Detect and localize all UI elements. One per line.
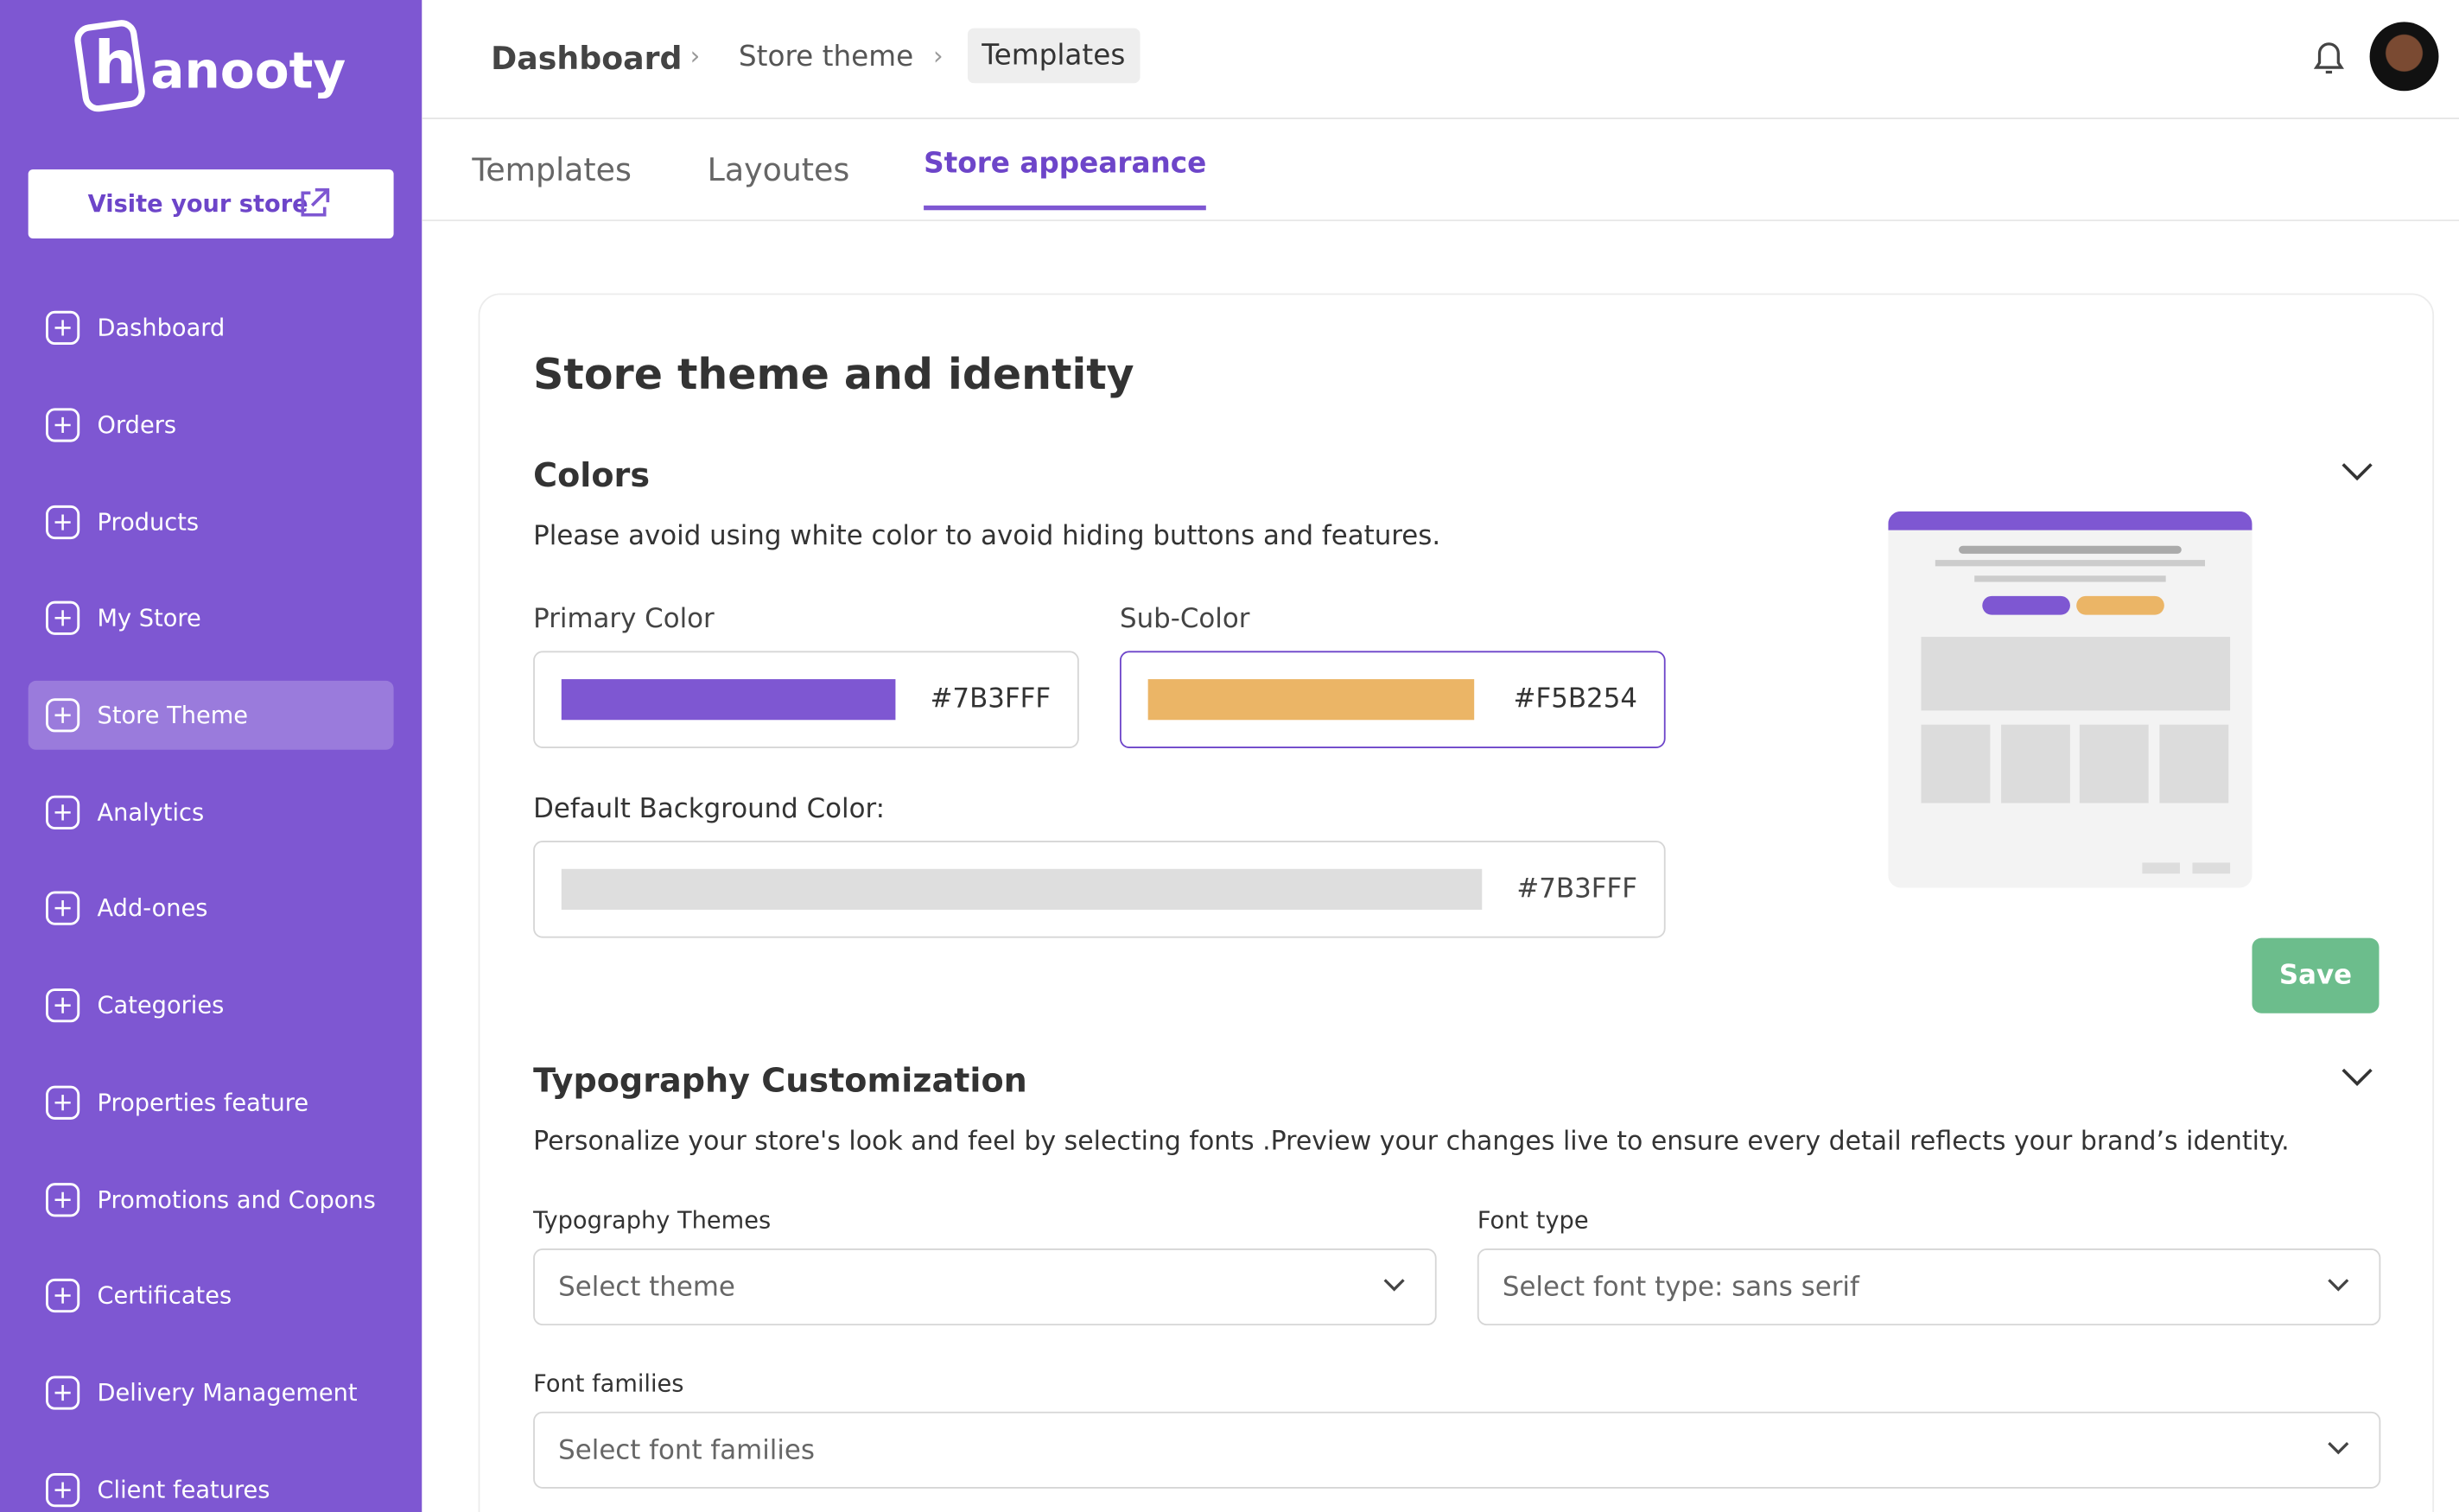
- nav-label: Categories: [97, 991, 225, 1020]
- nav-icon: [46, 795, 80, 829]
- section-description: Personalize your store's look and feel b…: [533, 1126, 2290, 1156]
- section-title: Typography Customization: [533, 1062, 1027, 1100]
- tab[interactable]: Templates: [472, 150, 632, 188]
- color-input[interactable]: #7B3FFF: [533, 651, 1079, 748]
- chevron: [2328, 1442, 2349, 1455]
- collapse-icon[interactable]: [2338, 456, 2376, 485]
- nav-item[interactable]: Products: [29, 487, 394, 556]
- color-swatch: [561, 868, 1483, 910]
- field-label: Sub-Color: [1119, 603, 1250, 636]
- nav-icon: [46, 505, 80, 539]
- color-value: #F5B254: [1513, 683, 1637, 715]
- nav-item[interactable]: Delivery Management: [29, 1358, 394, 1427]
- breadcrumb-current: Templates: [967, 28, 1140, 84]
- section-title: Colors: [533, 456, 651, 494]
- nav-label: Client features: [97, 1475, 270, 1504]
- breadcrumb-separator: ›: [689, 41, 701, 71]
- nav-icon: [46, 408, 80, 442]
- breadcrumb-item[interactable]: Dashboard: [491, 39, 683, 77]
- nav-label: Dashboard: [97, 314, 226, 343]
- tab[interactable]: Layoutes: [707, 150, 850, 188]
- chevron: [1383, 1279, 1405, 1292]
- nav-item[interactable]: Analytics: [29, 778, 394, 847]
- nav-label: Certificates: [97, 1281, 232, 1311]
- nav-item[interactable]: Store Theme: [28, 680, 394, 750]
- color-input[interactable]: #7B3FFF: [533, 841, 1666, 938]
- select[interactable]: Select theme: [533, 1248, 1437, 1326]
- nav-item[interactable]: Dashboard: [29, 294, 394, 363]
- nav-item[interactable]: Categories: [29, 971, 394, 1040]
- nav-icon: [46, 988, 80, 1023]
- nav-icon: [46, 892, 80, 926]
- card-title: Store theme and identity: [533, 351, 1134, 400]
- breadcrumb-separator: ›: [932, 41, 944, 71]
- select[interactable]: Select font type: sans serif: [1477, 1248, 2381, 1326]
- section-note: Please avoid using white color to avoid …: [533, 520, 1441, 553]
- select-placeholder: Select font families: [558, 1435, 816, 1467]
- logo-mark: h: [93, 28, 137, 98]
- nav-item[interactable]: Orders: [29, 391, 394, 460]
- visit-store-label: Visite your store: [87, 189, 308, 219]
- nav-icon: [46, 1279, 80, 1313]
- chevron: [2328, 1279, 2349, 1292]
- nav-item[interactable]: Properties feature: [29, 1068, 394, 1137]
- save-label: Save: [2278, 960, 2353, 992]
- tab[interactable]: Store appearance: [924, 148, 1207, 211]
- breadcrumb-item[interactable]: Store theme: [738, 41, 914, 74]
- card: Store theme and identity Colors Please a…: [478, 293, 2435, 1512]
- logo-text: anooty: [150, 41, 346, 101]
- theme-preview: [1888, 511, 2252, 888]
- nav-label: Store Theme: [97, 701, 249, 730]
- color-swatch: [1147, 679, 1475, 721]
- nav-label: Products: [97, 507, 200, 537]
- field-label: Default Background Color:: [533, 793, 885, 825]
- nav-item[interactable]: Client features: [29, 1455, 394, 1512]
- topbar: Dashboard › Store theme › Templates: [422, 0, 2459, 119]
- select-placeholder: Select theme: [558, 1272, 735, 1304]
- nav-label: Delivery Management: [97, 1378, 358, 1407]
- color-value: #7B3FFF: [930, 683, 1052, 715]
- field-label: Primary Color: [533, 603, 715, 636]
- nav-icon: [46, 601, 80, 636]
- nav-label: Analytics: [97, 797, 205, 827]
- nav-label: Properties feature: [97, 1088, 309, 1117]
- nav-icon: [46, 1182, 80, 1217]
- nav-label: Promotions and Copons: [97, 1185, 376, 1214]
- visit-store-button[interactable]: Visite your store: [28, 169, 394, 238]
- select-placeholder: Select font type: sans serif: [1502, 1272, 1859, 1304]
- avatar[interactable]: [2369, 22, 2439, 92]
- notification-icon[interactable]: [2309, 38, 2349, 79]
- nav-label: Orders: [97, 410, 177, 440]
- collapse-icon[interactable]: [2338, 1062, 2376, 1090]
- color-input[interactable]: #F5B254: [1119, 651, 1666, 748]
- color-swatch: [561, 679, 896, 721]
- nav-label: Add-ones: [97, 894, 208, 924]
- sidebar: h anooty Visite your store Dashboard Orde…: [0, 0, 423, 1512]
- nav-item[interactable]: Promotions and Copons: [29, 1165, 394, 1234]
- external-icon: [301, 187, 330, 217]
- nav-icon: [46, 1472, 80, 1507]
- nav-icon: [46, 1375, 80, 1410]
- save-button[interactable]: Save: [2252, 937, 2380, 1013]
- nav-item[interactable]: Add-ones: [29, 874, 394, 943]
- nav-item[interactable]: My Store: [29, 584, 394, 653]
- nav-icon: [46, 311, 80, 346]
- color-value: #7B3FFF: [1516, 874, 1637, 905]
- nav-icon: [46, 1085, 80, 1120]
- nav-item[interactable]: Certificates: [29, 1261, 394, 1331]
- nav-label: My Store: [97, 604, 201, 633]
- field-label: Font type: [1477, 1206, 1589, 1235]
- tabs: Templates Layoutes Store appearance: [422, 118, 2459, 221]
- nav-icon: [46, 698, 80, 733]
- select[interactable]: Select font families: [533, 1411, 2381, 1489]
- field-label: Typography Themes: [533, 1206, 772, 1235]
- field-label: Font families: [533, 1369, 684, 1398]
